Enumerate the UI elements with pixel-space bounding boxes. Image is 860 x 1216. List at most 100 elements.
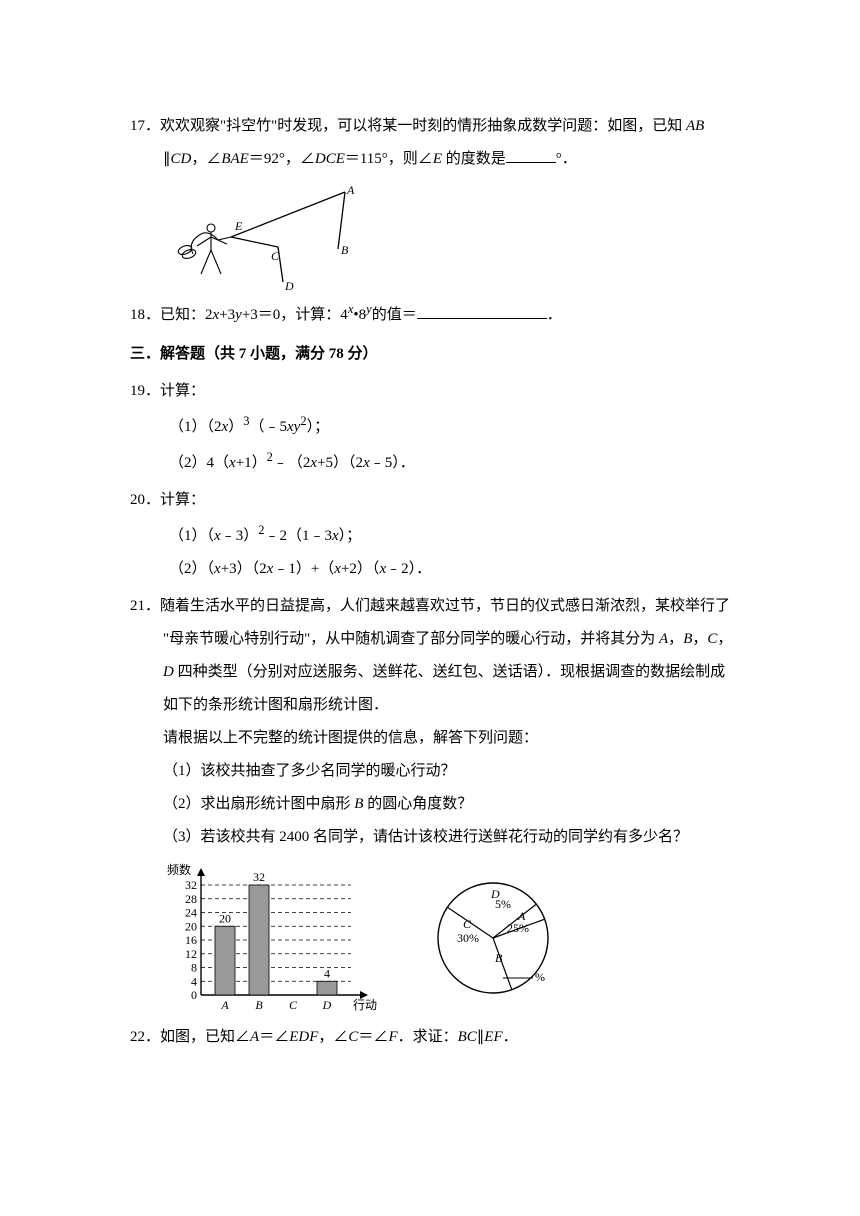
- q19-2x: x: [229, 455, 236, 471]
- svg-text:12: 12: [185, 947, 197, 961]
- svg-text:C: C: [463, 917, 472, 931]
- q21-sub2: （2）求出扇形统计图中扇形 B 的圆心角度数？: [130, 788, 750, 821]
- question-19: 19．计算： （1）（2x）3（﹣5xy2）； （2）4（x+1）2﹣（2x+5…: [130, 375, 750, 480]
- q17-parallel: ∥: [163, 151, 171, 167]
- q21-p2a: "母亲节暖心特别行动"，从中随机调查了部分同学的暖心行动，并将其分为: [163, 631, 659, 647]
- q22-c: ，∠: [318, 1029, 348, 1045]
- q17-t3: ＝115°，则∠: [345, 151, 433, 167]
- q17-E: E: [433, 151, 442, 167]
- q21-p2b: ，: [668, 631, 683, 647]
- pie-chart: A25%B%C30%D5%: [413, 860, 573, 1015]
- q19-2x3: x: [363, 455, 370, 471]
- q21-charts: 04812162024283220A32BC4D频数行动 A25%B%C30%D…: [130, 860, 750, 1015]
- q21-p2d: ，: [717, 631, 732, 647]
- q18-f: ．: [547, 307, 562, 323]
- q18-y1: y: [235, 307, 242, 323]
- q22-a: 如图，已知∠: [160, 1029, 250, 1045]
- q19-2d: +5）（2: [317, 455, 363, 471]
- svg-text:0: 0: [191, 988, 197, 1002]
- q21-p5: 请根据以上不完整的统计图提供的信息，解答下列问题：: [130, 722, 750, 755]
- q19-number: 19．: [130, 383, 160, 399]
- q17-blank: [506, 147, 556, 163]
- q17-text-1: 欢欢观察"抖空竹"时发现，可以将某一时刻的情形抽象成数学问题：如图，已知: [160, 118, 686, 134]
- q18-blank: [417, 303, 547, 319]
- svg-text:20: 20: [219, 911, 231, 925]
- q21-D: D: [163, 664, 174, 680]
- q18-a: 已知：2: [160, 307, 213, 323]
- q20-1c: ﹣2（1﹣3: [264, 528, 332, 544]
- q20-1b: ﹣3）: [221, 528, 259, 544]
- q21-sub2a: （2）求出扇形统计图中扇形: [163, 796, 354, 812]
- q21-sub1: （1）该校共抽查了多少名同学的暖心行动？: [130, 755, 750, 788]
- q21-p2c: ，: [692, 631, 707, 647]
- q17-t5: °．: [556, 151, 577, 167]
- svg-text:32: 32: [185, 878, 197, 892]
- q17-CD: CD: [171, 151, 192, 167]
- svg-text:32: 32: [253, 870, 265, 884]
- q20-2b: +3）（2: [221, 561, 267, 577]
- q19-1a: （1）（2: [169, 419, 222, 435]
- q19-sub2: （2）4（x+1）2﹣（2x+5）（2x﹣5）．: [130, 444, 750, 480]
- svg-text:30%: 30%: [457, 931, 479, 945]
- q22-A: A: [250, 1029, 259, 1045]
- q17-t1: ，∠: [191, 151, 221, 167]
- q22-number: 22．: [130, 1029, 160, 1045]
- q21-B: B: [683, 631, 692, 647]
- q19-2a: （2）4（: [169, 455, 229, 471]
- q22-d: ＝∠: [358, 1029, 388, 1045]
- q22-b: ＝∠: [259, 1029, 289, 1045]
- q21-sub3: （3）若该校共有 2400 名同学，请估计该校进行送鲜花行动的同学约有多少名？: [130, 821, 750, 854]
- q19-sub1: （1）（2x）3（﹣5xy2）；: [130, 408, 750, 444]
- question-22: 22．如图，已知∠A＝∠EDF，∠C＝∠F．求证：BC∥EF．: [130, 1021, 750, 1054]
- q22-g: ．: [503, 1029, 518, 1045]
- q17-line2: ∥CD，∠BAE＝92°，∠DCE＝115°，则∠E 的度数是°．: [130, 143, 750, 176]
- q17-t2: ＝92°，∠: [249, 151, 315, 167]
- q20-1a: （1）（: [169, 528, 214, 544]
- q18-number: 18．: [130, 307, 160, 323]
- svg-text:A: A: [220, 998, 229, 1012]
- q22-BC: BC: [458, 1029, 477, 1045]
- question-17: 17．欢欢观察"抖空竹"时发现，可以将某一时刻的情形抽象成数学问题：如图，已知 …: [130, 110, 750, 292]
- q17-figure: A B C D E: [130, 182, 750, 292]
- svg-text:25%: 25%: [507, 921, 529, 935]
- q20-1x: x: [214, 528, 221, 544]
- svg-text:5%: 5%: [495, 897, 511, 911]
- q20-title: 计算：: [160, 492, 205, 508]
- q19-1b: ）: [228, 419, 243, 435]
- svg-text:24: 24: [185, 906, 197, 920]
- svg-text:B: B: [255, 998, 263, 1012]
- question-20: 20．计算： （1）（x﹣3）2﹣2（1﹣3x）； （2）（x+3）（2x﹣1）…: [130, 484, 750, 586]
- q20-number: 20．: [130, 492, 160, 508]
- label-B: B: [341, 243, 349, 257]
- label-E: E: [234, 219, 243, 233]
- q22-e: ．求证：: [398, 1029, 458, 1045]
- q20-2x3: x: [334, 561, 341, 577]
- q20-2c: ﹣1）+（: [273, 561, 334, 577]
- svg-text:28: 28: [185, 892, 197, 906]
- q22-EDF: EDF: [289, 1029, 318, 1045]
- q20-2x: x: [214, 561, 221, 577]
- q20-2a: （2）（: [169, 561, 214, 577]
- q18-d: •8: [353, 307, 366, 323]
- q20-sub1: （1）（x﹣3）2﹣2（1﹣3x）；: [130, 517, 750, 553]
- svg-text:16: 16: [185, 933, 197, 947]
- section-3-title: 三．解答题（共 7 小题，满分 78 分）: [130, 338, 750, 371]
- q17-DCE: DCE: [315, 151, 345, 167]
- svg-text:%: %: [535, 970, 545, 984]
- q18-b: +3: [219, 307, 235, 323]
- q18-c: +3＝0，计算：4: [242, 307, 348, 323]
- q19-2c: ﹣（2: [273, 455, 311, 471]
- q21-p3a: 四种类型（分别对应送服务、送鲜花、送红包、送话语）．现根据调查的数据绘制成: [174, 664, 725, 680]
- svg-text:8: 8: [191, 961, 197, 975]
- q18-e: 的值＝: [372, 307, 417, 323]
- question-21: 21．随着生活水平的日益提高，人们越来越喜欢过节，节日的仪式感日渐浓烈，某校举行…: [130, 590, 750, 1015]
- q19-1c: （﹣5: [249, 419, 287, 435]
- q22-EF: EF: [484, 1029, 502, 1045]
- q21-p2: "母亲节暖心特别行动"，从中随机调查了部分同学的暖心行动，并将其分为 A，B，C…: [130, 623, 750, 656]
- q21-sub2b: 的圆心角度数？: [363, 796, 472, 812]
- svg-text:行动: 行动: [353, 998, 377, 1012]
- svg-text:4: 4: [191, 974, 197, 988]
- q21-p4: 如下的条形统计图和扇形统计图．: [130, 689, 750, 722]
- q21-C: C: [707, 631, 717, 647]
- svg-text:B: B: [495, 951, 503, 965]
